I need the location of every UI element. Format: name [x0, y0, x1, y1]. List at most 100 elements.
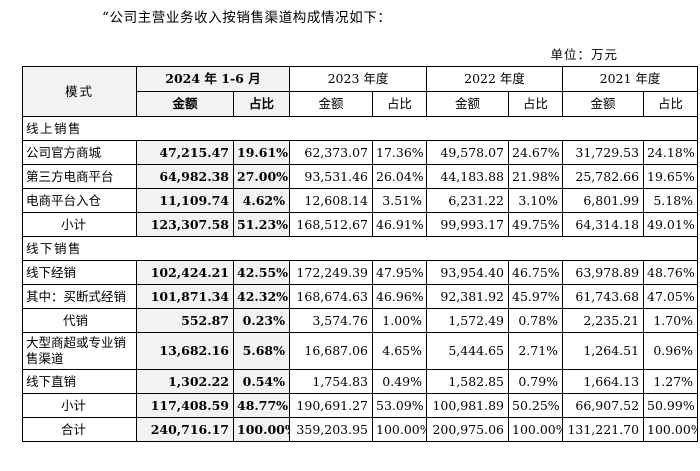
amount-cell: 49,578.07: [426, 140, 510, 165]
ratio-cell: 49.01%: [643, 212, 699, 237]
amount-cell: 93,531.46: [289, 164, 373, 189]
ratio-cell: 0.49%: [371, 369, 428, 394]
amount-cell: 168,674.63: [289, 284, 373, 309]
row-label: 大型商超或专业销售渠道: [22, 332, 137, 370]
amount-cell: 1,572.49: [426, 308, 510, 333]
amount-cell: 1,302.22: [136, 369, 234, 394]
ratio-cell: 47.05%: [643, 284, 699, 309]
amount-cell: 64,982.38: [136, 164, 234, 189]
ratio-header: 占比: [643, 91, 699, 117]
period-header: 2021 年度: [562, 66, 699, 92]
section-row-offline: 线下销售: [21, 236, 699, 261]
ratio-cell: 2.71%: [508, 332, 564, 370]
row-label: 代销: [22, 308, 137, 333]
table-row: 第三方电商平台 64,982.38 27.00% 93,531.46 26.04% 44…: [22, 164, 699, 189]
mode-header: 模式: [22, 66, 137, 117]
ratio-cell: 24.67%: [508, 140, 564, 165]
section-label: 线上销售: [21, 116, 699, 141]
ratio-cell: 48.76%: [643, 260, 699, 285]
amount-cell: 117,408.59: [136, 393, 234, 418]
ratio-cell: 3.51%: [371, 188, 428, 213]
ratio-cell: 1.70%: [643, 308, 699, 333]
ratio-cell: 53.09%: [371, 393, 428, 418]
ratio-cell: 4.62%: [233, 188, 290, 213]
row-label: 其中：买断式经销: [22, 284, 137, 309]
amount-cell: 3,574.76: [289, 308, 373, 333]
table-row: 公司官方商城 47,215.47 19.61% 62,373.07 17.36% 49,…: [22, 140, 699, 165]
amount-cell: 200,975.06: [426, 417, 510, 442]
amount-cell: 1,264.51: [562, 332, 645, 370]
amount-cell: 93,954.40: [426, 260, 510, 285]
amount-header: 金额: [562, 91, 645, 117]
amount-header: 金额: [289, 91, 373, 117]
amount-cell: 47,215.47: [136, 140, 234, 165]
amount-header: 金额: [426, 91, 510, 117]
row-label: 小计: [22, 212, 137, 237]
ratio-cell: 24.18%: [643, 140, 699, 165]
ratio-cell: 47.95%: [371, 260, 428, 285]
ratio-header: 占比: [508, 91, 564, 117]
amount-cell: 25,782.66: [562, 164, 645, 189]
amount-cell: 1,664.13: [562, 369, 645, 394]
ratio-cell: 51.23%: [233, 212, 290, 237]
ratio-cell: 19.65%: [643, 164, 699, 189]
ratio-cell: 17.36%: [371, 140, 428, 165]
ratio-cell: 49.75%: [508, 212, 564, 237]
amount-cell: 100,981.89: [426, 393, 510, 418]
header-row-periods: 模式 2024 年 1-6 月 2023 年度 2022 年度 2021 年度: [22, 66, 699, 117]
ratio-cell: 0.23%: [233, 308, 290, 333]
amount-cell: 6,801.99: [562, 188, 645, 213]
ratio-cell: 100.00%: [371, 417, 428, 442]
ratio-cell: 26.04%: [371, 164, 428, 189]
amount-cell: 6,231.22: [426, 188, 510, 213]
amount-cell: 101,871.34: [136, 284, 234, 309]
table-row: 大型商超或专业销售渠道 13,682.16 5.68% 16,687.06 4.65%…: [22, 332, 699, 370]
period-header: 2024 年 1-6 月: [136, 66, 290, 92]
ratio-cell: 48.77%: [233, 393, 290, 418]
ratio-cell: 1.27%: [643, 369, 699, 394]
section-label: 线下销售: [21, 236, 699, 261]
amount-cell: 240,716.17: [136, 417, 234, 442]
amount-cell: 552.87: [136, 308, 234, 333]
ratio-cell: 50.25%: [508, 393, 564, 418]
ratio-cell: 100.00%: [233, 417, 290, 442]
amount-cell: 123,307.58: [136, 212, 234, 237]
amount-cell: 1,582.85: [426, 369, 510, 394]
table-row: 小计 123,307.58 51.23% 168,512.67 46.91% 99,99…: [22, 212, 699, 237]
ratio-cell: 100.00%: [643, 417, 699, 442]
ratio-cell: 4.65%: [371, 332, 428, 370]
table-row: 小计 117,408.59 48.77% 190,691.27 53.09% 100,9…: [22, 393, 699, 418]
ratio-header: 占比: [371, 91, 428, 117]
ratio-cell: 5.68%: [233, 332, 290, 370]
amount-cell: 168,512.67: [289, 212, 373, 237]
row-label: 线下直销: [22, 369, 137, 394]
amount-cell: 99,993.17: [426, 212, 510, 237]
ratio-cell: 100.00%: [508, 417, 564, 442]
section-row-online: 线上销售: [21, 116, 699, 141]
row-label: 合计: [22, 417, 137, 442]
amount-cell: 190,691.27: [289, 393, 373, 418]
table-row: 电商平台入仓 11,109.74 4.62% 12,608.14 3.51% 6,231…: [22, 188, 699, 213]
row-label: 线下经销: [22, 260, 137, 285]
revenue-by-channel-table: 模式 2024 年 1-6 月 2023 年度 2022 年度 2021 年度 …: [21, 66, 699, 442]
ratio-cell: 46.91%: [371, 212, 428, 237]
period-header: 2022 年度: [426, 66, 564, 92]
table-row: 线下经销 102,424.21 42.55% 172,249.39 47.95% 93,…: [22, 260, 699, 285]
unit-label: 单位：万元: [550, 47, 618, 62]
ratio-cell: 0.96%: [643, 332, 699, 370]
row-label: 小计: [22, 393, 137, 418]
amount-cell: 31,729.53: [562, 140, 645, 165]
period-header: 2023 年度: [288, 66, 428, 92]
amount-cell: 359,203.95: [289, 417, 373, 442]
amount-cell: 92,381.92: [426, 284, 510, 309]
table-row: 线下直销 1,302.22 0.54% 1,754.83 0.49% 1,582.85 0…: [22, 369, 699, 394]
ratio-cell: 50.99%: [643, 393, 699, 418]
ratio-cell: 5.18%: [643, 188, 699, 213]
intro-text: “公司主营业务收入按销售渠道构成情况如下：: [102, 10, 392, 26]
row-label: 公司官方商城: [22, 140, 137, 165]
row-label: 第三方电商平台: [22, 164, 137, 189]
amount-cell: 5,444.65: [426, 332, 510, 370]
ratio-header: 占比: [233, 91, 290, 117]
table-row: 其中：买断式经销 101,871.34 42.32% 168,674.63 46.96…: [22, 284, 699, 309]
ratio-cell: 1.00%: [371, 308, 428, 333]
